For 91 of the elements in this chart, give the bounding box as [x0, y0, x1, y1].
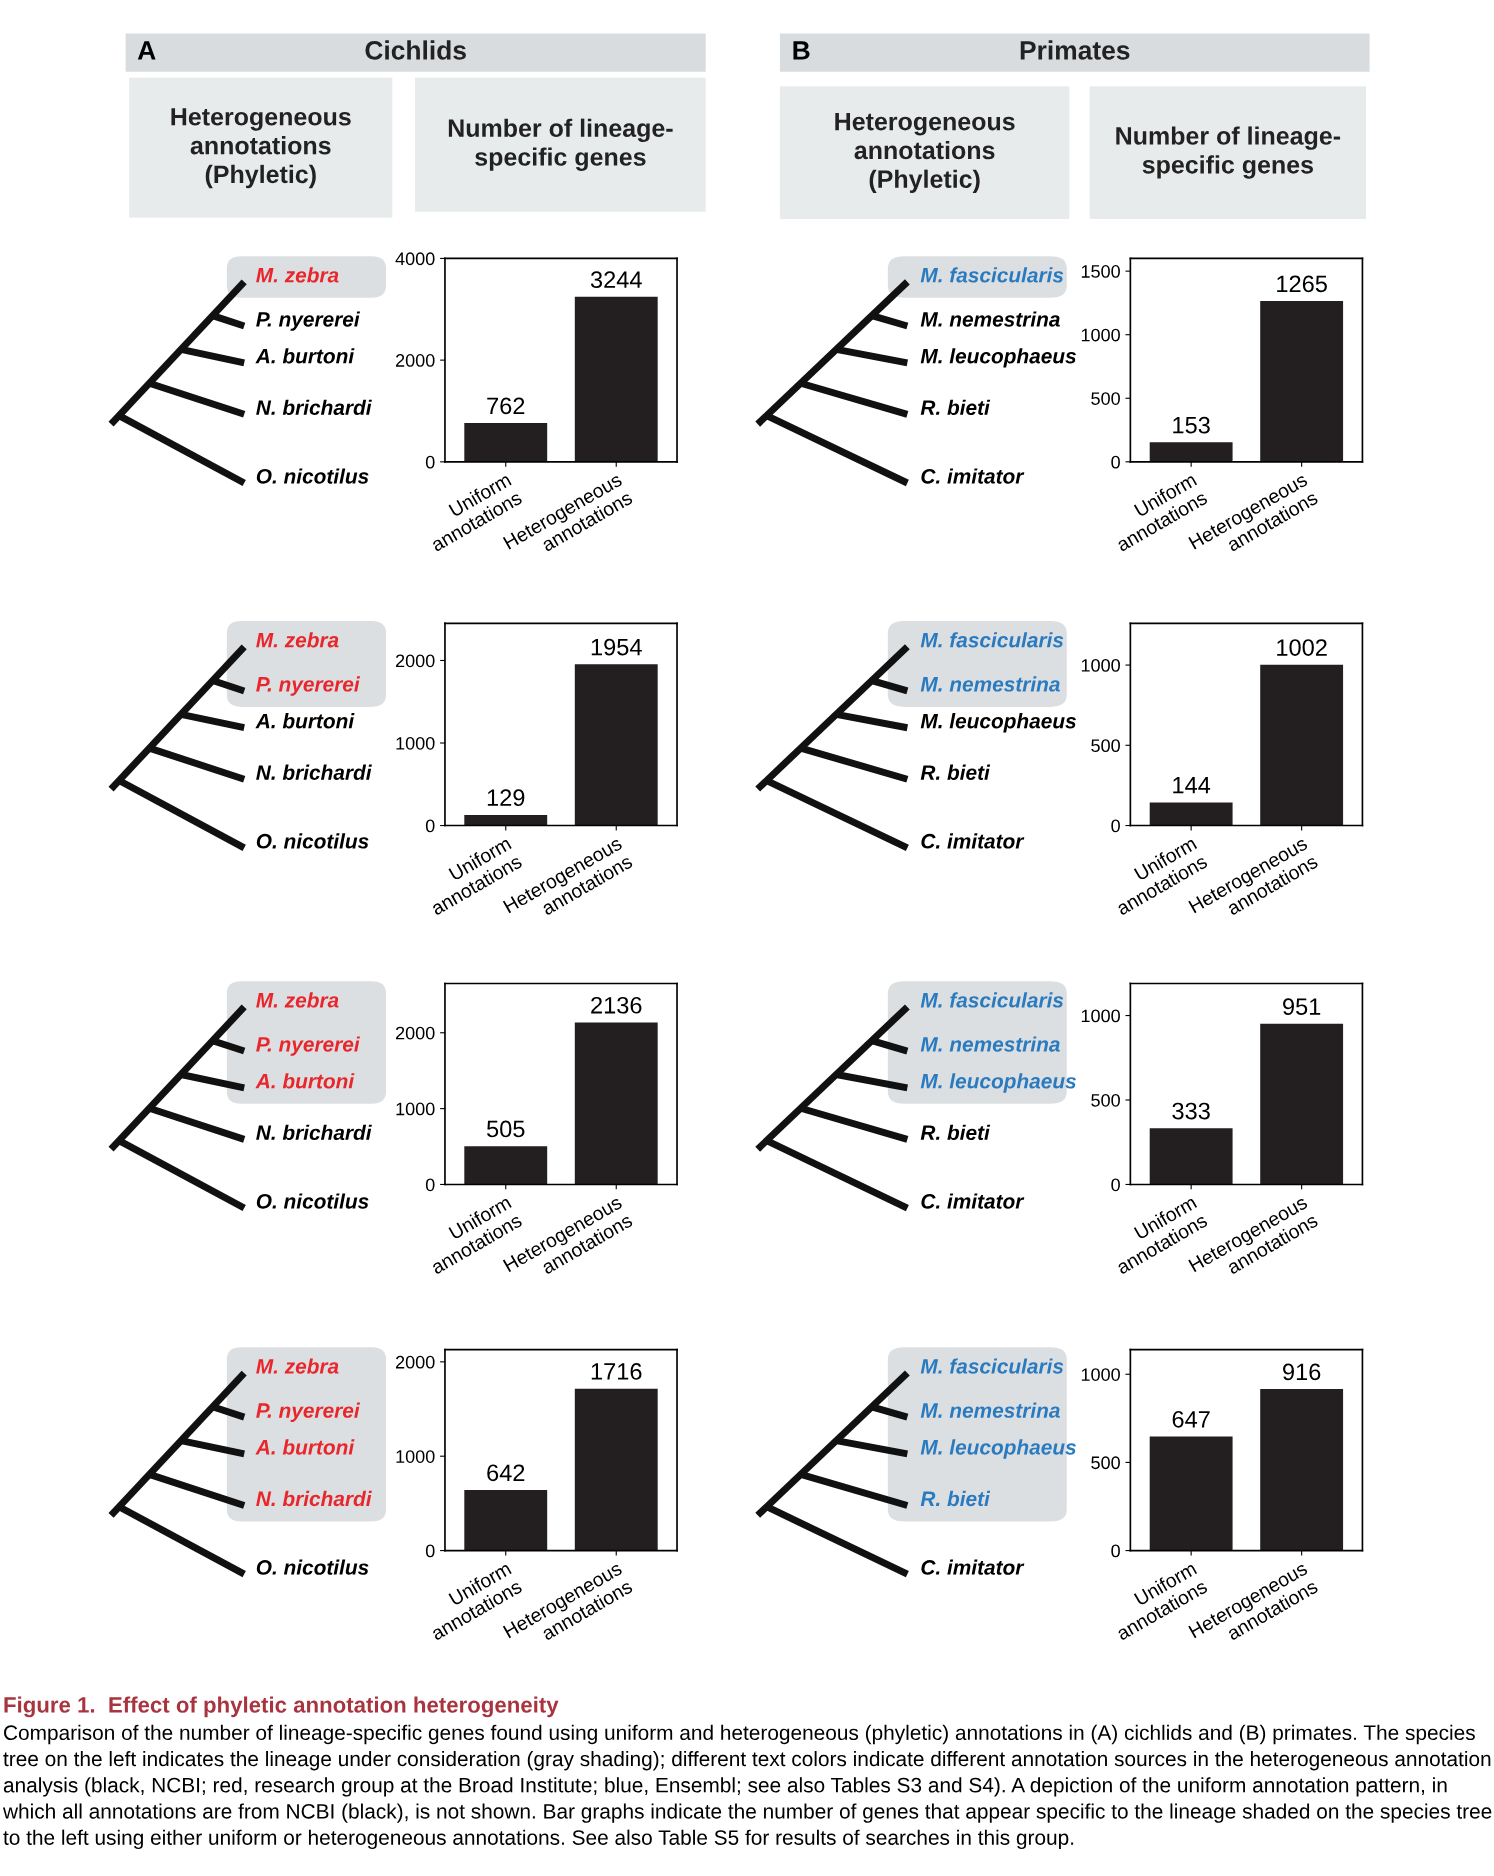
y-tick-label: 500	[1091, 392, 1120, 405]
y-tick-label: 500	[1091, 1093, 1120, 1107]
y-tick-label: 2000	[395, 354, 435, 367]
y-tick-label: 500	[1091, 1456, 1120, 1470]
y-tick-label: 0	[425, 819, 435, 833]
category-label: M. fascicularis	[920, 992, 1064, 1008]
data-label: 1002	[1277, 639, 1327, 656]
y-tick-label: 500	[1091, 739, 1120, 753]
data-label: 153	[1173, 416, 1210, 434]
y-tick-label: 1000	[396, 1450, 435, 1463]
y-tick-label: 0	[425, 455, 435, 469]
category-label: R. bieti	[920, 399, 991, 416]
y-tick-label: 1500	[1081, 265, 1120, 278]
data-label: 3244	[590, 271, 642, 289]
category-label: R. bieti	[920, 1124, 991, 1141]
category-label: M. fascicularis	[920, 1358, 1064, 1374]
category-label: M. nemestrina	[920, 676, 1060, 692]
y-tick-label: 2000	[395, 1355, 435, 1369]
y-tick-label: 0	[1111, 455, 1120, 469]
data-label: 647	[1172, 1410, 1210, 1428]
category-label: P. nyererei	[256, 676, 361, 696]
data-label: 129	[487, 789, 525, 807]
category-label: M. fascicularis	[920, 632, 1064, 648]
category-label: A. burtoni	[255, 348, 355, 364]
text: B	[793, 41, 810, 60]
category-label: M. fascicularis	[920, 267, 1064, 283]
text: Heterogeneous annotations (Phyletic)	[171, 108, 351, 189]
category-label: N. brichardi	[256, 764, 372, 780]
category-label: O. nicotilus	[256, 833, 369, 849]
y-tick-label: 1000	[396, 736, 435, 750]
y-tick-label: 0	[425, 1178, 435, 1192]
category-label: N. brichardi	[256, 1490, 372, 1507]
data-label: 951	[1283, 998, 1321, 1015]
category-label: A. burtoni	[255, 1439, 355, 1455]
category-label: O. nicotilus	[256, 1193, 369, 1209]
category-label: A. burtoni	[255, 1073, 355, 1089]
category-label: M. leucophaeus	[920, 1439, 1076, 1459]
data-label: 2136	[591, 996, 642, 1014]
text: Figure 1. Effect of phyletic annotation heterogeneity	[4, 1696, 559, 1718]
category-label: M. leucophaeus	[920, 348, 1076, 368]
category-label: R. bieti	[920, 1490, 991, 1507]
category-label: N. brichardi	[256, 1124, 372, 1141]
y-tick-label: 1000	[1081, 1368, 1120, 1381]
text: Comparison of the number of lineage-specific genes found using uniform and heterogeneous (phyletic) annotations in (A) cichlids and (B) primates. The species tree on the left indicates the lineage under consideration (gray shading); different text colors indicate different annotation sources in the heterogeneous annotation analysis (black, NCBI; red, research group at the Broad Institute; blue, Ensembl; see also Tables S3 and S4). A depiction of the uniform annotation pattern, in which all annotations are from NCBI (black), is not shown. Bar graphs indicate the number of genes that appear specific to the lineage shaded on the species tree to the left using either uniform or heterogeneous annotations. See also Table S5 for results of searches in this group.	[2, 1724, 1492, 1850]
category-label: C. imitator	[921, 1559, 1025, 1575]
text: Heterogeneous annotations (Phyletic)	[835, 112, 1015, 193]
y-tick-label: 1000	[1081, 659, 1120, 672]
y-tick-label: 0	[1111, 819, 1120, 833]
category-label: C. imitator	[921, 468, 1025, 484]
category-label: O. nicotilus	[256, 468, 369, 484]
category-label: P. nyererei	[256, 1402, 361, 1422]
data-label: 1265	[1277, 275, 1327, 293]
category-label: M. zebra	[256, 267, 339, 283]
category-label: M. zebra	[256, 992, 339, 1008]
data-label: 762	[487, 397, 525, 415]
category-label: R. bieti	[920, 764, 991, 780]
text: Cichlids	[365, 40, 466, 60]
category-label: M. leucophaeus	[920, 713, 1076, 733]
y-tick-label: 0	[425, 1544, 435, 1558]
y-tick-label: 0	[1111, 1544, 1120, 1558]
y-tick-label: 1000	[1081, 328, 1120, 342]
category-label: M. zebra	[256, 1358, 339, 1374]
y-tick-label: 0	[1111, 1178, 1120, 1192]
y-tick-label: 2000	[395, 1026, 435, 1040]
y-tick-label: 2000	[395, 654, 435, 668]
y-tick-label: 4000	[395, 252, 435, 266]
text: A	[137, 41, 156, 60]
text: Number of lineage- specific genes	[448, 118, 673, 171]
text: Number of lineage- specific genes	[1116, 126, 1341, 179]
y-tick-label: 1000	[1081, 1009, 1120, 1023]
data-label: 333	[1172, 1102, 1210, 1120]
category-label: P. nyererei	[256, 1036, 361, 1056]
category-label: M. nemestrina	[920, 1036, 1060, 1052]
data-label: 144	[1173, 777, 1211, 794]
category-label: P. nyererei	[256, 311, 361, 331]
data-label: 505	[487, 1120, 525, 1138]
category-label: M. leucophaeus	[920, 1073, 1076, 1093]
category-label: A. burtoni	[255, 713, 355, 729]
category-label: M. nemestrina	[920, 1402, 1060, 1418]
category-label: M. nemestrina	[920, 311, 1060, 327]
category-label: C. imitator	[921, 833, 1025, 849]
data-label: 916	[1283, 1363, 1321, 1381]
category-label: N. brichardi	[256, 399, 372, 416]
data-label: 642	[487, 1464, 525, 1482]
category-label: M. zebra	[256, 632, 339, 648]
category-label: C. imitator	[921, 1193, 1025, 1209]
data-label: 1954	[591, 638, 642, 656]
category-label: O. nicotilus	[256, 1559, 369, 1575]
data-label: 1716	[591, 1363, 642, 1380]
text: Primates	[1020, 40, 1130, 60]
y-tick-label: 1000	[396, 1102, 435, 1116]
